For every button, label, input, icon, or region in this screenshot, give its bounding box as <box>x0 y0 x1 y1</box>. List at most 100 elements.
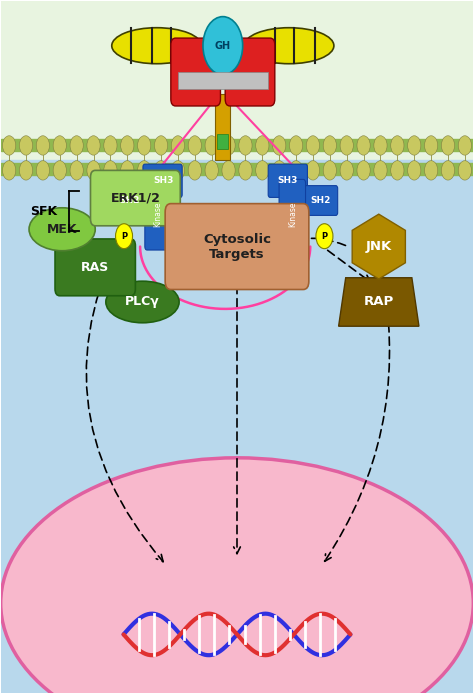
Text: SH2: SH2 <box>310 196 330 205</box>
Text: MEK: MEK <box>47 223 77 236</box>
Text: SH3: SH3 <box>154 176 174 185</box>
Text: P: P <box>321 232 328 241</box>
FancyBboxPatch shape <box>112 185 147 215</box>
Circle shape <box>441 161 455 180</box>
Circle shape <box>357 161 370 180</box>
Circle shape <box>306 161 319 180</box>
Circle shape <box>53 161 66 180</box>
Text: RAP: RAP <box>364 296 394 308</box>
Circle shape <box>425 136 438 155</box>
Circle shape <box>137 136 151 155</box>
Circle shape <box>340 136 353 155</box>
Circle shape <box>357 136 370 155</box>
Ellipse shape <box>112 28 201 64</box>
Circle shape <box>273 136 286 155</box>
Circle shape <box>239 161 252 180</box>
Circle shape <box>323 161 337 180</box>
Circle shape <box>188 161 201 180</box>
Circle shape <box>121 136 134 155</box>
Ellipse shape <box>244 28 334 64</box>
Ellipse shape <box>0 458 474 694</box>
Text: PLCγ: PLCγ <box>125 296 160 308</box>
Text: JNK: JNK <box>365 240 392 253</box>
FancyBboxPatch shape <box>55 239 136 296</box>
FancyBboxPatch shape <box>171 38 220 106</box>
Circle shape <box>171 136 184 155</box>
FancyBboxPatch shape <box>303 185 337 215</box>
Ellipse shape <box>29 208 95 251</box>
Circle shape <box>2 136 16 155</box>
Text: SH3: SH3 <box>278 176 298 185</box>
Bar <box>178 72 268 90</box>
Circle shape <box>87 161 100 180</box>
Circle shape <box>70 161 83 180</box>
Circle shape <box>155 161 168 180</box>
FancyBboxPatch shape <box>165 203 309 289</box>
Polygon shape <box>352 214 405 279</box>
Polygon shape <box>338 278 419 326</box>
Circle shape <box>203 17 243 75</box>
Circle shape <box>306 136 319 155</box>
Circle shape <box>290 136 303 155</box>
Text: SFK: SFK <box>30 205 57 219</box>
Circle shape <box>19 136 33 155</box>
Circle shape <box>104 136 117 155</box>
FancyBboxPatch shape <box>143 164 182 197</box>
Circle shape <box>239 136 252 155</box>
FancyBboxPatch shape <box>145 179 171 250</box>
Circle shape <box>408 161 421 180</box>
Bar <box>217 134 228 149</box>
Circle shape <box>87 136 100 155</box>
Text: ERK1/2: ERK1/2 <box>110 192 160 205</box>
Bar <box>0 139 474 151</box>
Ellipse shape <box>106 281 179 323</box>
Circle shape <box>205 136 219 155</box>
Circle shape <box>121 161 134 180</box>
Circle shape <box>255 136 269 155</box>
Circle shape <box>458 136 472 155</box>
FancyBboxPatch shape <box>225 38 275 106</box>
Bar <box>0 1 474 160</box>
Circle shape <box>116 223 133 248</box>
Circle shape <box>36 136 49 155</box>
Circle shape <box>36 161 49 180</box>
Text: Cytosolic
Targets: Cytosolic Targets <box>203 232 271 260</box>
Text: GH: GH <box>215 41 231 51</box>
Circle shape <box>188 136 201 155</box>
Circle shape <box>340 161 353 180</box>
Circle shape <box>408 136 421 155</box>
Circle shape <box>205 161 219 180</box>
FancyBboxPatch shape <box>91 171 180 226</box>
Circle shape <box>273 161 286 180</box>
Circle shape <box>290 161 303 180</box>
Text: RAS: RAS <box>81 261 109 274</box>
Circle shape <box>425 161 438 180</box>
Circle shape <box>222 136 235 155</box>
Circle shape <box>323 136 337 155</box>
Circle shape <box>391 161 404 180</box>
Bar <box>0 163 474 175</box>
Circle shape <box>53 136 66 155</box>
Text: SH2: SH2 <box>119 196 140 205</box>
Circle shape <box>391 136 404 155</box>
Circle shape <box>104 161 117 180</box>
Circle shape <box>374 136 387 155</box>
Circle shape <box>2 161 16 180</box>
Circle shape <box>137 161 151 180</box>
FancyBboxPatch shape <box>268 164 308 197</box>
Text: P: P <box>121 232 127 241</box>
Circle shape <box>441 136 455 155</box>
Circle shape <box>70 136 83 155</box>
Circle shape <box>19 161 33 180</box>
FancyBboxPatch shape <box>279 179 306 250</box>
Text: Kinase: Kinase <box>288 202 297 228</box>
Circle shape <box>222 161 235 180</box>
Bar <box>0 160 474 693</box>
Circle shape <box>458 161 472 180</box>
Bar <box>215 94 230 160</box>
Circle shape <box>316 223 333 248</box>
Circle shape <box>171 161 184 180</box>
Circle shape <box>374 161 387 180</box>
Circle shape <box>255 161 269 180</box>
Text: Kinase: Kinase <box>154 202 163 228</box>
